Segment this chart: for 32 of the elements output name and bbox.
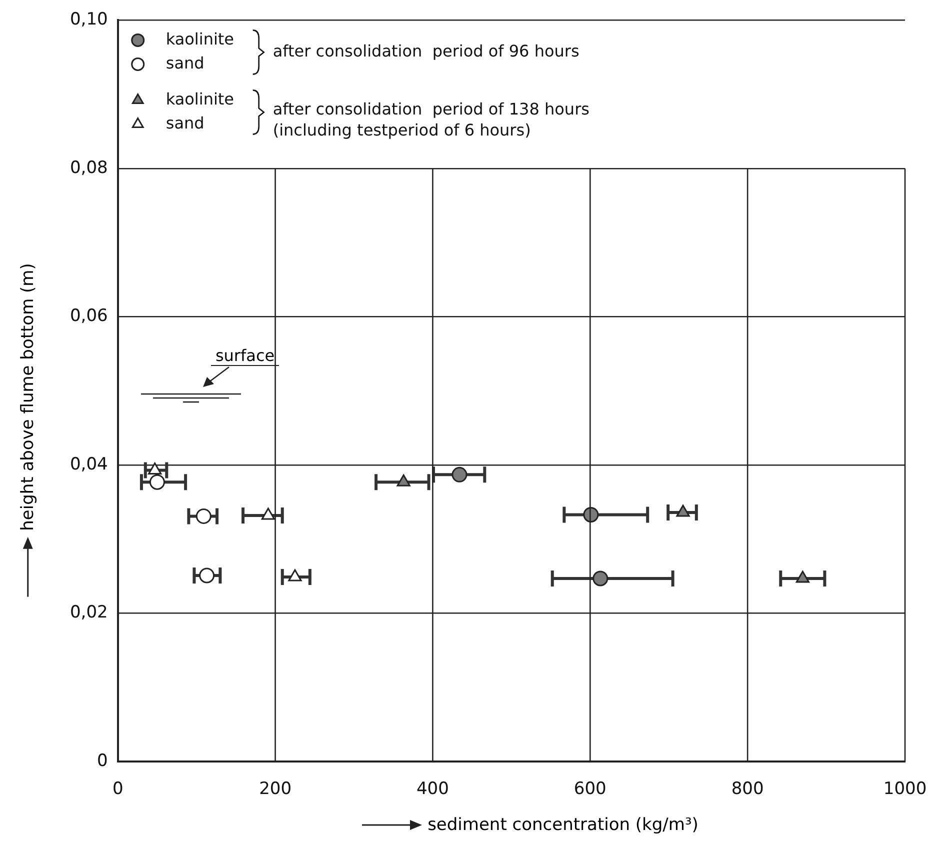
point [199, 568, 215, 584]
y-tick-label: 0,02 [70, 602, 108, 623]
point [149, 474, 165, 490]
point [261, 508, 276, 520]
point [196, 508, 212, 524]
y-tick-label: 0,06 [70, 306, 108, 326]
x-tick-label: 600 [574, 779, 606, 800]
annotation: surface [211, 346, 279, 366]
y-tick-label: 0 [97, 751, 108, 772]
point [452, 466, 468, 482]
legend-label: sand [166, 113, 204, 132]
point [396, 474, 410, 486]
annotation: after consolidation period of 96 hours [272, 41, 580, 60]
annotation: after consolidation period of 138 hours (including testperiod of 6 hours) [272, 99, 590, 140]
x-tick-label: 0 [112, 779, 124, 800]
y-tick-label: 0,08 [70, 158, 108, 178]
point [148, 462, 162, 474]
y-tick-label: 0,10 [70, 10, 108, 30]
point [592, 570, 608, 586]
y-tick-label: 0,04 [70, 454, 108, 474]
legend-label: sand [166, 53, 204, 72]
point [796, 570, 810, 583]
legend-label: kaolinite [166, 29, 234, 48]
x-tick-label: 1000 [883, 779, 927, 800]
point [676, 504, 690, 517]
x-tick-label: 200 [259, 779, 292, 800]
x-tick-label: 800 [731, 779, 764, 800]
x-axis-title: sediment concentration (kg/m³) [428, 815, 698, 835]
legend-label: kaolinite [166, 89, 234, 108]
point [288, 569, 302, 582]
x-tick-label: 400 [416, 779, 449, 800]
y-axis-title: height above flume bottom (m) [18, 263, 38, 531]
